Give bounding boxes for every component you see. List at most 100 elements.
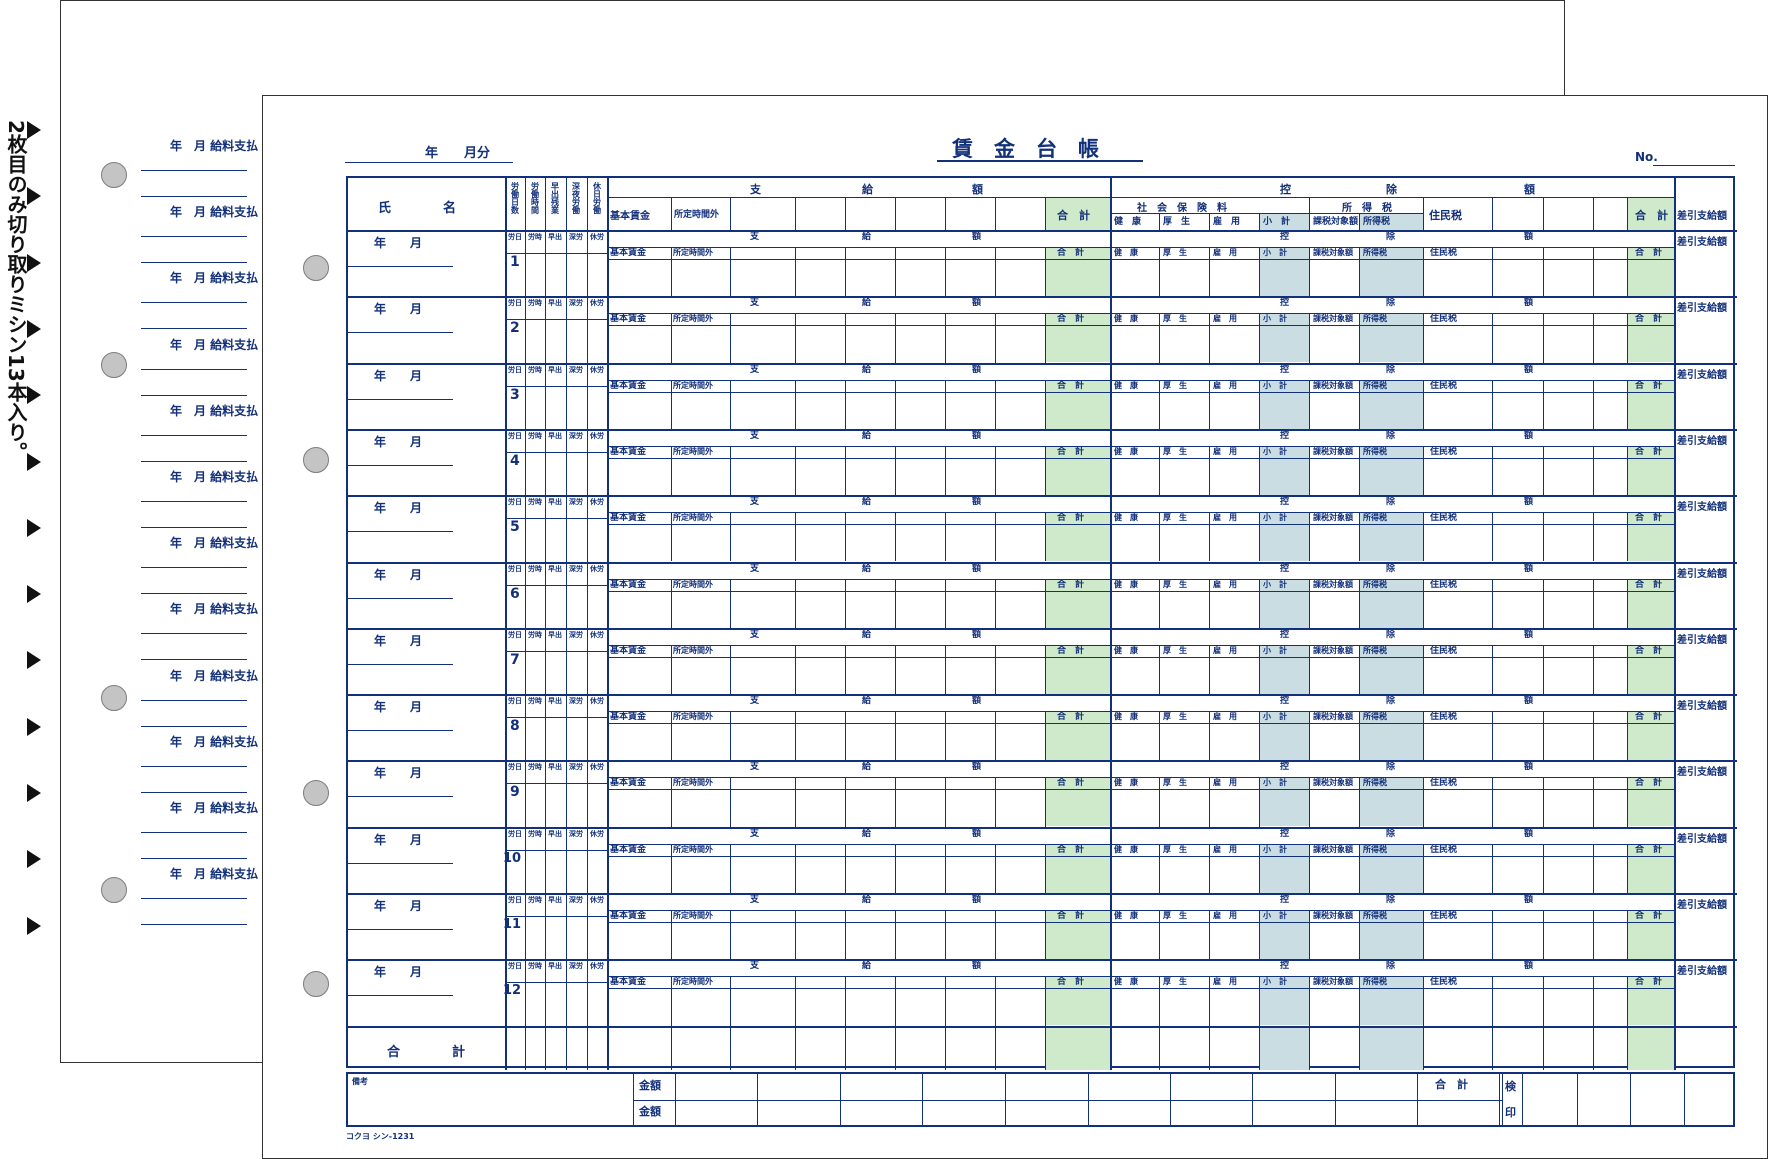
pay-item-basic: 基本賃金: [610, 314, 647, 325]
grid-line: [1209, 777, 1210, 827]
ded-item-label: 厚 生: [1163, 844, 1187, 854]
ded-section-char: 額: [1524, 430, 1534, 441]
grid-line: [1674, 178, 1676, 1070]
ded-section-char: 額: [1524, 961, 1534, 972]
grid-line: [1309, 445, 1310, 496]
grid-line: [607, 391, 1674, 393]
pay-total-label: 合 計: [1057, 778, 1085, 789]
work-col-label: 労日: [508, 431, 522, 440]
work-col-label: 労日: [508, 299, 522, 308]
work-col-label: 休労: [590, 697, 604, 706]
grid-line: [348, 796, 453, 798]
pay-section-char: 支: [750, 895, 760, 905]
ded-item-label: 雇 用: [1213, 645, 1237, 655]
row-year-month: 年 月: [374, 368, 423, 383]
work-col-label: 労日: [508, 365, 522, 374]
ded-section-char: 控: [1280, 183, 1291, 196]
grid-line: [795, 777, 796, 827]
pay-section-char: 支: [750, 497, 760, 508]
grid-line: [1045, 512, 1046, 562]
grid-line: [1492, 197, 1493, 230]
grid-line: [995, 445, 996, 496]
grid-line: [895, 512, 896, 562]
grid-line: [1209, 578, 1210, 628]
inspection-char: 検: [1505, 1080, 1516, 1093]
slip-line: [141, 527, 247, 528]
remarks-label: 備考: [352, 1077, 368, 1086]
ded-section-char: 除: [1386, 183, 1397, 196]
slip-line: [141, 791, 247, 793]
grid-line: [895, 976, 896, 1026]
work-col-label: 深労: [569, 431, 583, 440]
grid-line: [1159, 247, 1160, 297]
grid-line: [348, 531, 453, 533]
slip-line: [141, 460, 247, 462]
grid-line: [1593, 777, 1594, 827]
punch-hole: [101, 685, 127, 711]
ded-total-label: 合 計: [1635, 712, 1663, 723]
ded-item-label: 厚 生: [1163, 446, 1187, 456]
grid-line: [1492, 777, 1493, 827]
grid-line: [1492, 976, 1493, 1026]
resident-tax-label: 住民税: [1430, 911, 1458, 921]
ded-section-char: 控: [1280, 762, 1290, 773]
grid-line: [945, 910, 946, 960]
punch-hole: [303, 255, 329, 281]
shaded-cell: [1045, 512, 1110, 562]
grid-line: [1159, 644, 1160, 695]
pay-section-char: 支: [750, 364, 760, 375]
grid-line: [995, 910, 996, 960]
shaded-cell: [1627, 512, 1674, 562]
row-number: 1: [510, 254, 520, 270]
ded-total-label: 合 計: [1635, 513, 1663, 524]
ded-item-label: 所得税: [1363, 645, 1387, 655]
grid-line: [1359, 711, 1360, 761]
grid-line: [566, 178, 567, 1070]
grid-line: [1259, 313, 1260, 363]
shaded-cell: [1045, 711, 1110, 761]
grid-line: [1309, 777, 1310, 827]
grid-line: [995, 512, 996, 562]
grid-line: [1309, 1025, 1310, 1070]
ded-section-char: 控: [1280, 629, 1290, 640]
grid-line: [607, 988, 1674, 990]
grid-line: [1159, 976, 1160, 1026]
ded-item-label: 雇 用: [1213, 380, 1237, 390]
work-col-label: 労日: [508, 763, 522, 772]
resident-tax-label: 住民税: [1430, 778, 1458, 789]
grid-line: [1593, 379, 1594, 429]
ded-item-label: 健 康: [1114, 446, 1138, 456]
grid-line: [1593, 247, 1594, 297]
grid-line: [1593, 910, 1594, 960]
ded-item-header: 所得税: [1363, 217, 1391, 227]
grid-line: [995, 247, 996, 297]
grid-line: [1209, 976, 1210, 1026]
grid-line: [1209, 644, 1210, 695]
grid-line: [1593, 976, 1594, 1026]
grid-line: [1159, 1025, 1160, 1070]
side-note: 2枚目のみ切り取りミシン13本入り。: [4, 120, 28, 462]
net-pay-label: 差引支給額: [1677, 303, 1727, 315]
work-col-label: 労時: [528, 564, 542, 573]
grid-line: [1209, 1025, 1210, 1070]
shaded-cell: [1045, 910, 1110, 959]
grid-line: [1492, 843, 1493, 893]
shaded-cell: [1045, 313, 1110, 363]
resident-tax-header: 住民税: [1429, 209, 1462, 222]
row-year-month: 年 月: [374, 236, 423, 250]
grid-line: [1423, 197, 1424, 230]
pay-item-overtime: 所定時間外: [673, 712, 713, 722]
ded-section-char: 除: [1386, 828, 1396, 839]
grid-line: [1045, 578, 1046, 628]
ded-item-label: 課税対象額: [1313, 844, 1353, 854]
grid-line: [845, 777, 846, 827]
grid-line: [1309, 213, 1310, 230]
row-year-month: 年 月: [374, 965, 423, 980]
row-number: 7: [510, 651, 520, 668]
grid-line: [895, 910, 896, 960]
ded-total-label: 合 計: [1635, 911, 1663, 921]
work-col-label: 労時: [528, 233, 542, 241]
shaded-cell: [1259, 213, 1309, 230]
pay-section-char: 給: [862, 232, 872, 242]
amount-label: 金額: [639, 1105, 661, 1118]
